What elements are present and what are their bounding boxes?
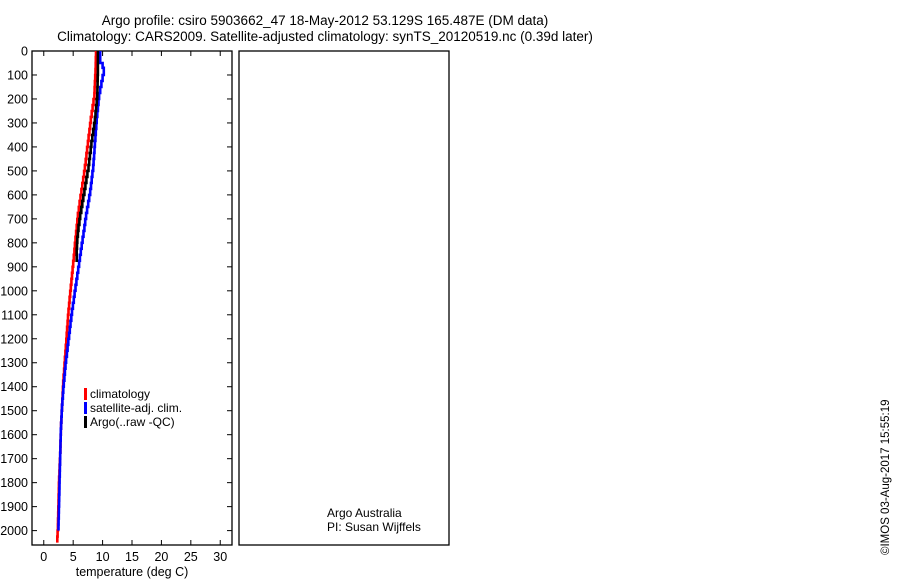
legend-swatch [84,388,87,400]
temperature-panel: 0100200300400500600700800900100011001200… [0,45,233,579]
x-axis-label: temperature (deg C) [76,565,189,579]
x-tick-label: 15 [125,550,139,564]
x-tick-label: 30 [213,550,227,564]
y-tick-label: 1000 [0,284,28,298]
x-tick-label: 0 [40,550,47,564]
legend-label: Argo(..raw -QC) [90,415,175,429]
legend-label: satellite-adj. clim. [90,401,182,415]
legend-swatch [84,402,87,414]
figure-title-line1: Argo profile: csiro 5903662_47 18-May-20… [101,13,549,28]
y-tick-label: 1800 [0,476,28,490]
series-line-satellite-adj-clim- [57,51,106,531]
y-tick-label: 900 [7,260,28,274]
y-tick-label: 500 [7,164,28,178]
figure-title-line2: Climatology: CARS2009. Satellite-adjuste… [57,29,593,44]
y-tick-label: 1400 [0,380,28,394]
y-tick-label: 1200 [0,332,28,346]
legend-swatch [84,416,87,428]
y-tick-label: 1700 [0,452,28,466]
series-line-argo-raw-qc- [75,51,100,262]
legend-label: climatology [90,387,150,401]
y-tick-label: 1300 [0,356,28,370]
credit-pi: PI: Susan Wijffels [327,520,421,534]
copyright-stamp: ©IMOS 03-Aug-2017 15:55:19 [880,399,892,555]
y-tick-label: 700 [7,212,28,226]
y-tick-label: 600 [7,188,28,202]
y-tick-label: 400 [7,140,28,154]
y-tick-label: 200 [7,92,28,106]
plot-frame [31,50,233,546]
x-tick-label: 20 [154,550,168,564]
y-tick-label: 1900 [0,500,28,514]
x-tick-label: 5 [70,550,77,564]
y-tick-label: 300 [7,116,28,130]
y-tick-label: 2000 [0,524,28,538]
salinity-panel [238,50,450,546]
credit-org: Argo Australia [327,506,402,520]
y-tick-label: 1100 [1,308,28,322]
x-tick-label: 10 [96,550,110,564]
y-tick-label: 1600 [0,428,28,442]
plot-frame [238,50,450,546]
y-tick-label: 0 [21,45,28,59]
y-tick-label: 100 [7,68,28,82]
y-tick-label: 800 [7,236,28,250]
x-tick-label: 25 [184,550,198,564]
series-group [56,51,106,543]
y-tick-label: 1500 [0,404,28,418]
